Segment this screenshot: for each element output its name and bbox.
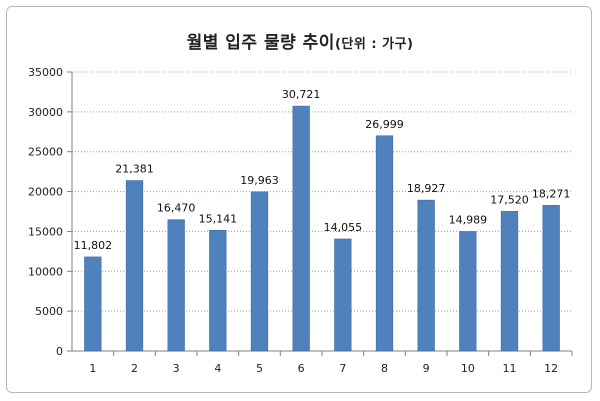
data-label: 16,470 <box>157 202 196 215</box>
bar <box>500 211 519 352</box>
y-tick-label: 15000 <box>28 225 63 238</box>
x-tick-label: 4 <box>214 362 221 375</box>
x-tick-label: 6 <box>298 362 305 375</box>
x-tick-label: 2 <box>131 362 138 375</box>
x-tick-label: 12 <box>544 362 558 375</box>
bars <box>84 105 560 352</box>
data-label: 26,999 <box>365 118 404 131</box>
bar <box>250 191 269 352</box>
bar <box>84 256 102 352</box>
x-tick-label: 11 <box>503 362 517 375</box>
data-label: 18,271 <box>532 187 571 200</box>
data-label: 14,055 <box>324 221 363 234</box>
y-tick-label: 30000 <box>28 106 63 119</box>
data-label: 21,381 <box>115 163 154 176</box>
chart-title-main: 월별 입주 물량 추이 <box>186 33 335 53</box>
data-label: 19,963 <box>240 174 279 187</box>
x-tick-label: 3 <box>173 362 180 375</box>
data-label: 30,721 <box>282 88 321 101</box>
y-tick-label: 25000 <box>28 146 63 159</box>
bar <box>167 219 185 352</box>
data-label: 17,520 <box>490 193 529 206</box>
bar <box>125 180 144 352</box>
y-tick-label: 35000 <box>28 66 63 79</box>
x-tick-label: 10 <box>461 362 475 375</box>
axes <box>67 71 573 356</box>
bar <box>209 230 227 352</box>
bar <box>334 238 352 352</box>
chart-title: 월별 입주 물량 추이(단위 : 가구) <box>0 28 600 53</box>
bar <box>542 205 560 352</box>
data-label: 15,141 <box>199 212 238 225</box>
data-label: 18,927 <box>407 182 446 195</box>
y-tick-label: 5000 <box>35 305 63 318</box>
data-label: 11,802 <box>74 239 113 252</box>
y-tick-label: 20000 <box>28 186 63 199</box>
x-tick-label: 7 <box>339 362 346 375</box>
data-label: 14,989 <box>449 214 488 227</box>
x-tick-label: 5 <box>256 362 263 375</box>
x-tick-label: 9 <box>423 362 430 375</box>
chart-title-unit: (단위 : 가구) <box>334 37 414 52</box>
y-tick-label: 0 <box>56 345 63 358</box>
bar <box>292 105 310 352</box>
x-tick-label: 1 <box>89 362 96 375</box>
gridlines <box>72 71 572 312</box>
bar <box>375 135 394 352</box>
x-tick-label: 8 <box>381 362 388 375</box>
bar <box>417 199 435 352</box>
bar <box>459 231 477 352</box>
labels: 0 5000 10000 15000 20000 25000 30000 35000 11,80… <box>28 66 570 375</box>
y-tick-label: 10000 <box>28 265 63 278</box>
